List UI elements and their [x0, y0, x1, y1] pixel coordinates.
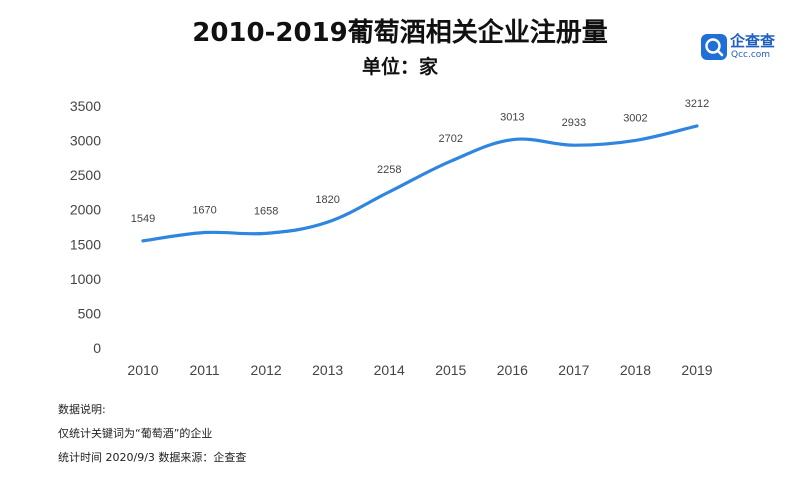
- data-label: 1820: [315, 194, 339, 206]
- x-tick-label: 2016: [497, 362, 528, 378]
- data-label: 2702: [439, 133, 463, 145]
- data-notes: 数据说明: 仅统计关键词为“葡萄酒”的企业 统计时间 2020/9/3 数据来源…: [58, 398, 246, 470]
- x-tick-label: 2017: [558, 362, 589, 378]
- data-label: 3013: [500, 112, 524, 124]
- y-tick-label: 2500: [70, 167, 101, 183]
- y-tick-label: 0: [93, 340, 101, 356]
- y-tick-label: 1500: [70, 236, 101, 252]
- data-label: 1658: [254, 205, 278, 217]
- data-label: 3212: [685, 98, 709, 110]
- x-tick-label: 2011: [190, 362, 220, 378]
- x-tick-label: 2013: [312, 362, 343, 378]
- data-label: 1670: [192, 205, 216, 217]
- y-tick-label: 1000: [70, 271, 101, 287]
- qcc-logo: 企查查 Qcc.com: [700, 30, 790, 66]
- x-tick-label: 2012: [251, 362, 282, 378]
- data-label: 2933: [562, 117, 586, 129]
- x-tick-label: 2019: [681, 362, 712, 378]
- notes-line-1: 仅统计关键词为“葡萄酒”的企业: [58, 427, 213, 440]
- data-label: 2258: [377, 164, 401, 176]
- chart-subtitle: 单位：家: [361, 56, 438, 78]
- logo-subtext: Qcc.com: [731, 50, 771, 60]
- magnifier-logo-icon: [701, 34, 727, 60]
- x-tick-label: 2015: [435, 362, 466, 378]
- x-tick-label: 2018: [620, 362, 651, 378]
- notes-line-2: 统计时间 2020/9/3 数据来源：企查查: [58, 451, 247, 464]
- data-label: 1549: [131, 213, 155, 225]
- chart-title: 2010-2019葡萄酒相关企业注册量: [192, 18, 608, 48]
- x-tick-label: 2014: [374, 362, 405, 378]
- logo-name: 企查查: [730, 32, 776, 50]
- y-tick-label: 500: [78, 305, 102, 321]
- x-tick-label: 2010: [127, 362, 158, 378]
- data-label: 3002: [623, 112, 647, 124]
- series-line: [141, 124, 699, 243]
- notes-heading: 数据说明:: [58, 403, 106, 416]
- y-tick-label: 3000: [70, 133, 101, 149]
- y-tick-label: 2000: [70, 202, 101, 218]
- y-tick-label: 3500: [70, 98, 101, 114]
